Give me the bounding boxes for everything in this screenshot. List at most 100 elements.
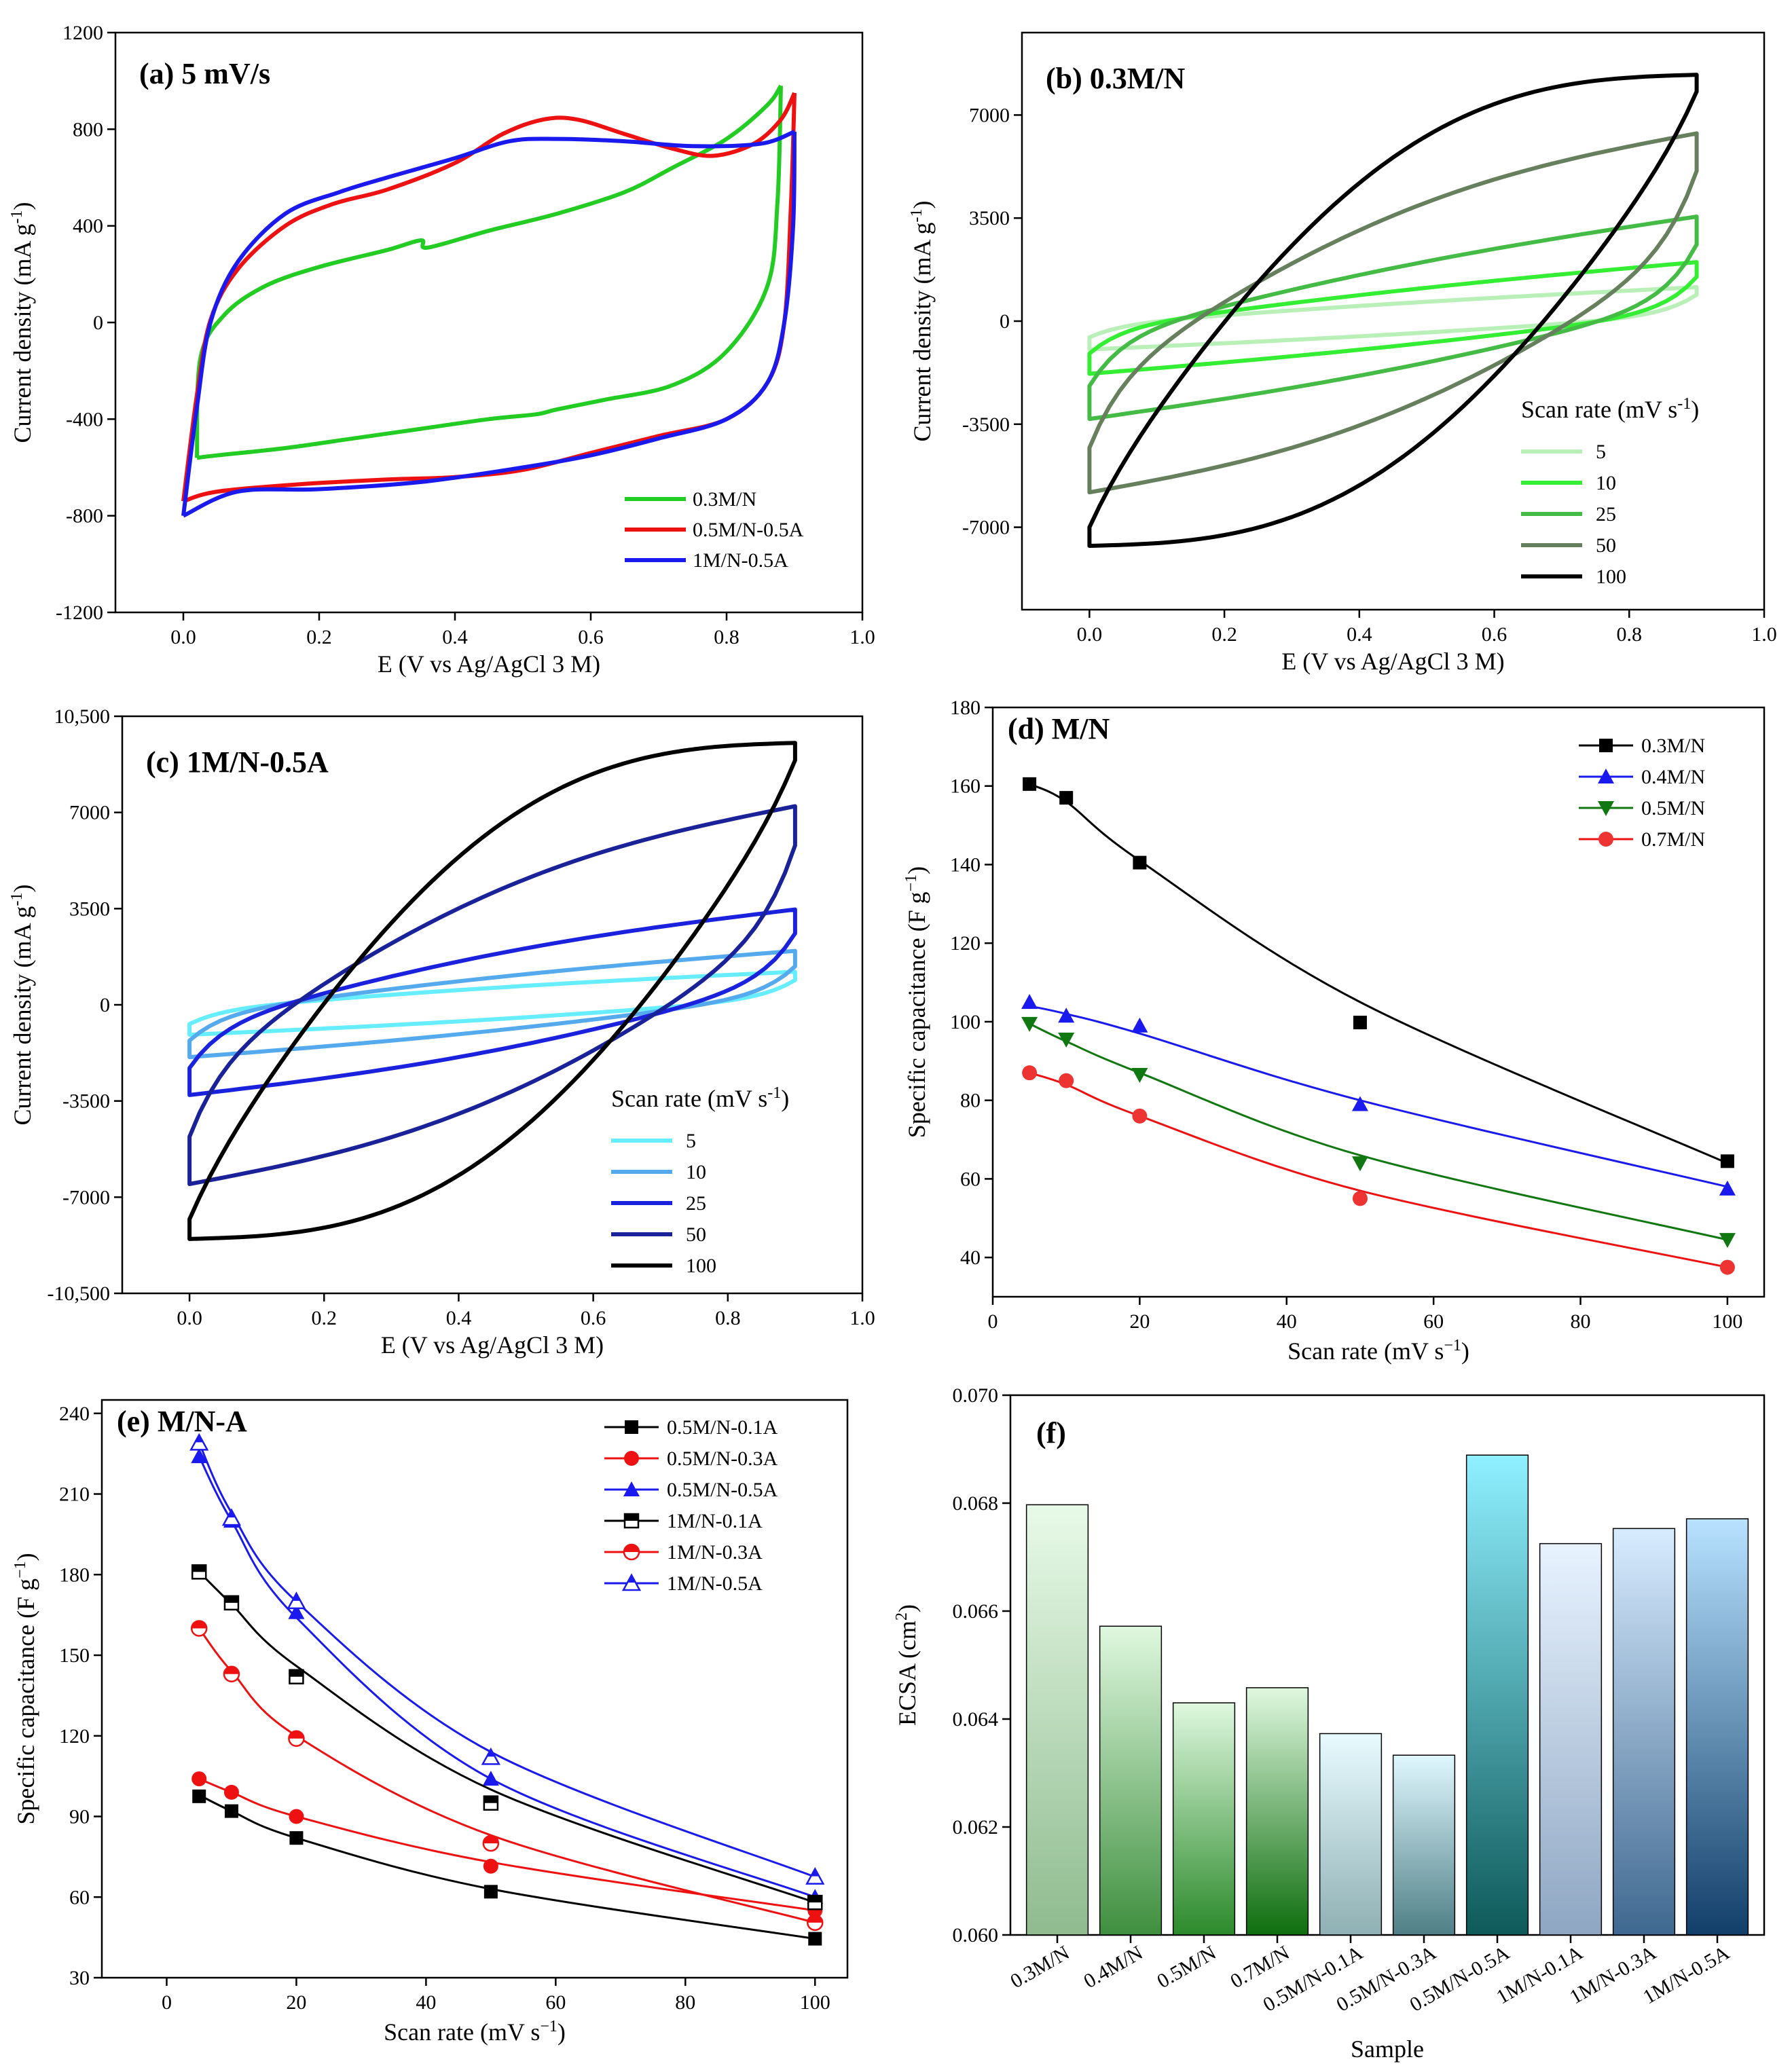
y-axis-label-sup: -1 <box>908 209 926 223</box>
y-tick-label: 150 <box>59 1644 90 1667</box>
y-axis-label-tail: ) <box>9 885 36 893</box>
y-tick-label: 30 <box>69 1967 90 1989</box>
bar-0.5M/N-0.3A <box>1392 1754 1456 1936</box>
y-tick-label: 0 <box>93 312 103 334</box>
y-tick-label: 1200 <box>62 22 103 44</box>
y-axis-label: ECSA (cm2) <box>893 1604 921 1726</box>
bar-1M/N-0.1A <box>1539 1543 1603 1936</box>
legend-title-tail: ) <box>781 1085 789 1112</box>
y-tick-label: 160 <box>950 775 981 798</box>
y-tick-label: 0.066 <box>953 1600 999 1623</box>
legend-label: 50 <box>686 1223 706 1246</box>
y-tick-label: -7000 <box>962 517 1010 539</box>
x-tick-label: 0.4 <box>446 1307 472 1329</box>
y-tick-label: 0 <box>1000 310 1010 333</box>
y-axis-label: Current density (mA g-1) <box>8 885 36 1126</box>
cv-loop-25-mvs <box>1087 215 1699 422</box>
x-axis-label-tail: ) <box>557 2018 566 2046</box>
bar-1M/N-0.5A <box>1685 1518 1749 1936</box>
x-axis-label: E (V vs Ag/AgCl 3 M) <box>381 1331 604 1359</box>
panel-title: (b) 0.3M/N <box>1046 62 1186 95</box>
legend-label: 0.5M/N <box>1641 797 1705 819</box>
x-tick-label: 0 <box>988 1310 998 1333</box>
data-point-1-1 <box>1058 1008 1075 1023</box>
cv-loop-50-mvs <box>187 804 797 1186</box>
data-point-2-1 <box>1058 1032 1075 1048</box>
y-axis-label-tail: ) <box>894 1604 921 1612</box>
data-point-5-4-fill <box>811 1868 820 1877</box>
y-tick-label: 90 <box>69 1806 90 1828</box>
cv-curve-2-anodic <box>181 130 796 517</box>
x-tick-label: 60 <box>1423 1310 1444 1333</box>
y-tick-label: 60 <box>69 1886 90 1908</box>
x-tick-label: 0.0 <box>177 1307 202 1329</box>
y-tick-label: 400 <box>73 215 103 238</box>
legend-label: 5 <box>686 1130 696 1152</box>
legend-label: 1M/N-0.5A <box>693 549 788 572</box>
bar-1M/N-0.3A <box>1612 1528 1676 1936</box>
legend-label: 0.5M/N-0.1A <box>667 1416 778 1439</box>
x-tick-label: 1.0 <box>849 1307 875 1329</box>
cv-loop-100-mvs <box>187 741 797 1241</box>
x-axis-label-sup: −1 <box>1444 1337 1461 1354</box>
data-point-2-2 <box>288 1604 305 1619</box>
panel-c-cv-1mn-0.5a: 0.0 0.2 0.4 0.6 0.8 1.0 -10,500 -7000 -3500 0 3500… <box>8 705 875 1359</box>
x-tick-label: 100 <box>1712 1310 1742 1333</box>
x-tick-label: 1.0 <box>849 626 875 648</box>
legend-marker-fill <box>625 1514 638 1521</box>
panel-title: (c) 1M/N-0.5A <box>146 745 329 779</box>
legend-label: 25 <box>686 1192 706 1215</box>
data-point-0-3 <box>483 1885 498 1899</box>
data-point-4-4-fill <box>807 1915 823 1923</box>
panel-title: (d) M/N <box>1008 712 1110 745</box>
legend-label: 5 <box>1596 441 1606 463</box>
x-tick-label: 0.6 <box>1482 623 1507 646</box>
legend-label: 1M/N-0.3A <box>667 1541 763 1564</box>
cv-curve-1-anodic <box>181 92 797 502</box>
cv-loop-50-mvs <box>1087 131 1699 495</box>
legend-title-main: Scan rate (mV s <box>1521 396 1677 423</box>
x-axis-label: E (V vs Ag/AgCl 3 M) <box>1281 648 1504 675</box>
x-tick-label: 0.0 <box>1077 623 1103 646</box>
legend-label: 0.3M/N <box>1641 735 1705 757</box>
data-point-2-3 <box>482 1771 499 1786</box>
legend-label: 10 <box>1596 472 1616 494</box>
legend-label: 0.4M/N <box>1641 766 1705 788</box>
data-point-4-2-fill <box>289 1731 304 1739</box>
plot-frame <box>1009 1394 1766 1936</box>
legend-label: 50 <box>1596 534 1616 557</box>
data-point-3-1-fill <box>224 1595 238 1603</box>
panel-f-ecsa-bars: 0.060 0.062 0.064 0.066 0.068 0.070 0.3M/N 0.4M… <box>893 1384 1766 2063</box>
cv-loop-10-mvs <box>1087 260 1699 376</box>
y-axis-label-tail: ) <box>909 201 936 209</box>
y-tick-label: 180 <box>950 697 981 719</box>
panel-title: (a) 5 mV/s <box>139 57 270 90</box>
x-axis-label: Scan rate (mV s−1) <box>384 2018 566 2046</box>
cv-loop-5-mvs <box>187 970 797 1037</box>
y-tick-label: 210 <box>59 1483 90 1506</box>
x-tick-label: 40 <box>1277 1310 1297 1333</box>
plot-frame <box>121 715 864 1295</box>
y-tick-label: 0.062 <box>953 1816 999 1839</box>
cv-loop-5-mvs <box>1087 285 1699 352</box>
x-tick-label: 80 <box>675 1991 695 2014</box>
legend-label: 0.3M/N <box>693 488 756 511</box>
data-point-5-0-fill <box>195 1435 204 1443</box>
x-tick-label: 0.8 <box>714 626 739 648</box>
y-axis-label-tail: ) <box>9 202 36 210</box>
legend-title-sup: -1 <box>1677 395 1691 413</box>
fit-line-2 <box>1029 1022 1728 1241</box>
y-tick-label: 0 <box>100 994 110 1016</box>
y-tick-label: -10,500 <box>48 1282 111 1305</box>
y-axis-label-sup: −1 <box>12 1561 29 1578</box>
data-point-0-3 <box>1353 1016 1367 1030</box>
y-axis-label: Specific capacitance (F g−1) <box>902 866 930 1138</box>
legend-marker <box>624 1451 639 1466</box>
legend-label: 1M/N-0.5A <box>667 1572 763 1595</box>
x-tick-label: 0.6 <box>581 1307 606 1329</box>
cv-loop-10-mvs <box>187 948 797 1060</box>
y-tick-label: -3500 <box>962 413 1010 436</box>
panel-e-capacitance-mna: 0 20 40 60 80 100 30 60 90 120 150 180 210 240 (e) M/N… <box>12 1399 849 2046</box>
data-point-5-2-fill <box>292 1593 301 1601</box>
data-point-1-1 <box>223 1784 239 1800</box>
